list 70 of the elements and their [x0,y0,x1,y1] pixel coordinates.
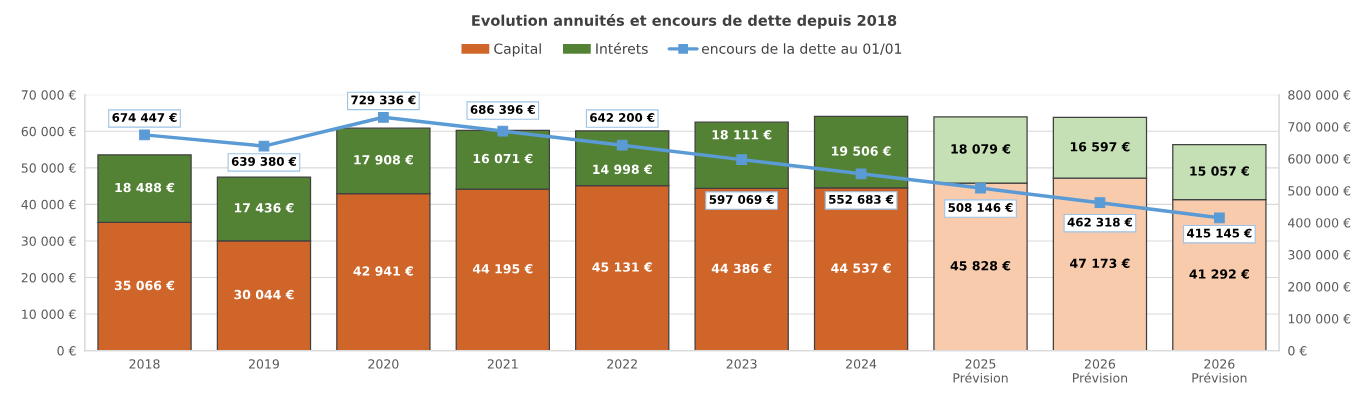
y-tick-label: 30 000 € [21,236,76,246]
y2-tick-label: 200 000 € [1288,282,1351,292]
y-tick-label: 50 000 € [21,163,76,173]
data-label: 14 998 € [593,164,652,175]
data-label: 462 318 € [1067,217,1133,227]
legend-label: Intérets [596,42,648,54]
x-tick-label: 2021 [487,359,518,369]
data-label: 19 506 € [832,146,891,156]
point [1213,212,1225,224]
data-label: 17 908 € [354,155,413,165]
point [139,129,150,141]
data-label: 18 111 € [712,130,772,140]
legend-label: encours de la dette au 01/01 [701,43,902,56]
y-tick-label: 20 000 € [21,272,76,283]
data-label: 415 145 € [1187,228,1252,238]
y2-tick-label: 600 000 € [1288,154,1351,164]
y2-tick-label: 400 000 € [1288,218,1351,228]
chart-title: Evolution annuités et encours de dette depuis 2018 [472,14,897,29]
data-label: 42 941 € [353,266,413,276]
data-label: 642 200 € [590,113,655,122]
x-tick-label: 2020 [368,359,399,369]
data-label: 18 079 € [951,144,1011,154]
data-label: 729 336 € [351,95,416,105]
data-label: 41 292 € [1189,269,1249,279]
data-label: 16 597 € [1070,141,1130,152]
data-label: 18 488 € [115,182,175,193]
data-label: 44 386 € [711,263,772,274]
y-tick-label: 40 000 € [21,199,76,210]
y2-tick-label: 500 000 € [1288,186,1351,196]
data-label: 508 146 € [948,203,1013,212]
y-tick-label: 70 000 € [21,90,76,100]
y2-tick-label: 100 000 € [1288,314,1351,324]
data-label: 44 195 € [472,264,533,274]
x-tick-label: 2026 Prévision [1192,359,1247,383]
y-tick-label: 10 000 € [22,309,76,319]
point [975,182,986,194]
data-label: 674 447 € [112,112,177,122]
point [1094,197,1106,209]
point [497,125,509,137]
point [736,154,748,165]
x-tick-label: 2022 [607,359,637,369]
x-tick-label: 2026 Prévision [1073,359,1128,383]
data-label: 45 828 € [950,261,1011,271]
x-tick-label: 2023 [726,359,757,369]
y2-tick-label: 700 000 € [1288,122,1351,132]
data-label: 45 131 € [592,262,652,272]
data-label: 552 683 € [829,194,894,204]
point [378,111,389,123]
y-tick-label: 0 € [57,346,76,356]
data-label: 30 044 € [234,289,294,300]
x-tick-label: 2025 Prévision [953,359,1008,383]
data-label: 16 071 € [473,153,533,164]
data-label: 686 396 € [470,105,535,114]
x-tick-label: 2019 [248,359,279,369]
x-tick-label: 2018 [129,359,160,369]
data-label: 597 069 € [709,195,774,204]
point [616,139,628,151]
data-label: 15 057 € [1190,166,1249,176]
y2-tick-label: 0 € [1288,346,1307,356]
x-tick-label: 2024 [846,359,877,369]
data-label: 639 380 € [231,156,297,166]
point [855,168,867,180]
data-label: 44 537 € [831,263,891,273]
data-label: 35 066 € [114,280,175,291]
y2-tick-label: 800 000 € [1288,90,1351,100]
data-label: 47 173 € [1070,258,1130,269]
y2-tick-label: 300 000 € [1288,250,1351,260]
data-label: 17 436 € [234,203,294,213]
y-tick-label: 60 000 € [21,126,76,137]
legend-label: Capital [494,43,541,57]
